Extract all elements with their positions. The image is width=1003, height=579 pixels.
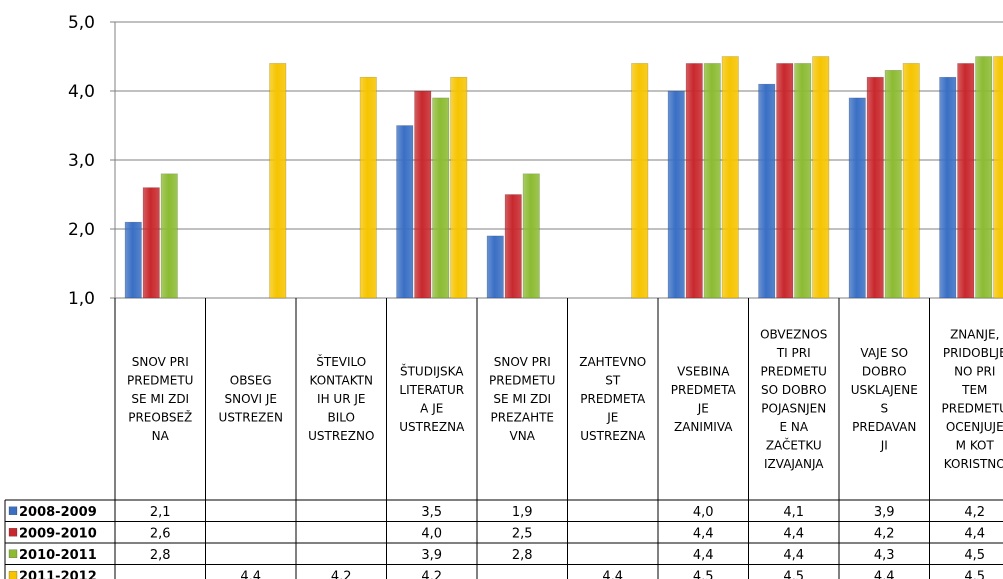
bar-2011-2012 <box>993 56 1003 299</box>
bar-2009-2010 <box>776 63 794 299</box>
y-tick-label: 2,0 <box>68 220 95 240</box>
data-label: 4,5 <box>964 569 985 579</box>
category-label: OBVEZNOS TI PRI PREDMETU SO DOBRO POJASNJEN E… <box>760 327 827 471</box>
bar-2009-2010 <box>685 63 703 299</box>
legend-key <box>8 571 18 579</box>
legend-label: 2008-2009 <box>19 505 97 520</box>
data-label: 4,4 <box>783 526 804 541</box>
category-label: ŠTUDIJSKA LITERATUR A JE USTREZNA <box>399 363 465 434</box>
category-label: VAJE SO DOBRO USKLAJENE S PREDAVAN JI <box>851 346 918 453</box>
bar-2011-2012 <box>902 63 920 299</box>
bar-2010-2011 <box>160 173 178 299</box>
data-label: 2,8 <box>512 548 533 563</box>
legend-key <box>8 528 18 537</box>
bar-2010-2011 <box>975 56 993 299</box>
data-label: 4,4 <box>240 569 261 579</box>
bar-2010-2011 <box>522 173 540 299</box>
category-label: VSEBINA PREDMETA JE ZANIMIVA <box>671 364 737 434</box>
category-label: ŠTEVILO KONTAKTN IH UR JE BILO USTREZNO <box>308 354 374 443</box>
data-label: 4,5 <box>693 569 714 579</box>
legend-label: 2009-2010 <box>19 526 97 541</box>
bar-2011-2012 <box>450 76 468 299</box>
data-label: 4,2 <box>964 505 985 520</box>
bar-2010-2011 <box>884 70 902 299</box>
bars <box>124 56 1003 299</box>
bar-2008-2009 <box>486 235 504 299</box>
data-label: 4,5 <box>783 569 804 579</box>
data-label: 4,4 <box>602 569 623 579</box>
bar-2010-2011 <box>794 63 812 299</box>
data-label: 4,2 <box>421 569 442 579</box>
bar-2011-2012 <box>359 76 377 299</box>
bar-2008-2009 <box>758 83 776 299</box>
data-label: 4,0 <box>421 526 442 541</box>
data-label: 4,4 <box>874 569 895 579</box>
bar-2008-2009 <box>124 221 142 299</box>
data-label: 2,5 <box>512 526 533 541</box>
data-table: SNOV PRI PREDMETU SE MI ZDI PREOBSEŽ NA OBSEG… <box>4 298 1003 579</box>
bar-2009-2010 <box>504 194 522 299</box>
bar-2010-2011 <box>703 63 721 299</box>
bar-2008-2009 <box>939 76 957 299</box>
legend-key <box>8 506 18 515</box>
bar-2008-2009 <box>667 90 685 299</box>
data-label: 3,9 <box>874 505 895 520</box>
bar-2011-2012 <box>812 56 830 299</box>
data-label: 4,5 <box>964 548 985 563</box>
y-tick-label: 3,0 <box>68 151 95 171</box>
bar-2011-2012 <box>631 63 649 299</box>
data-label: 4,3 <box>874 548 895 563</box>
data-label: 4,2 <box>874 526 895 541</box>
data-label: 4,1 <box>783 505 804 520</box>
bar-2009-2010 <box>142 187 160 299</box>
data-label: 3,9 <box>421 548 442 563</box>
category-label: SNOV PRI PREDMETU SE MI ZDI PREOBSEŽ NA <box>127 355 193 443</box>
category-label: ZNANJE, PRIDOBLJE NO PRI TEM PREDMETU OCENJUJ… <box>942 327 1003 471</box>
data-label: 4,4 <box>693 548 714 563</box>
bar-2009-2010 <box>957 63 975 299</box>
data-label: 3,5 <box>421 505 442 520</box>
category-label: SNOV PRI PREDMETU SE MI ZDI PREZAHTE VNA <box>489 355 555 443</box>
y-tick-label: 4,0 <box>68 82 95 102</box>
category-label: ZAHTEVNO ST PREDMETA JE USTREZNA <box>579 355 646 443</box>
data-label: 2,1 <box>150 505 171 520</box>
legend-label: 2010-2011 <box>19 548 97 563</box>
legend-label: 2011-2012 <box>19 569 97 579</box>
data-label: 4,2 <box>331 569 352 579</box>
data-label: 4,4 <box>964 526 985 541</box>
data-label: 1,9 <box>512 505 533 520</box>
bar-2009-2010 <box>414 90 432 299</box>
data-label: 4,0 <box>693 505 714 520</box>
bar-2008-2009 <box>396 125 414 299</box>
bar-2011-2012 <box>269 63 287 299</box>
bar-2011-2012 <box>721 56 739 299</box>
y-tick-label: 1,0 <box>68 289 95 309</box>
y-tick-label: 5,0 <box>68 13 95 33</box>
data-label: 2,8 <box>150 548 171 563</box>
bar-2010-2011 <box>432 97 450 299</box>
category-label: OBSEG SNOVI JE USTREZEN <box>219 374 283 425</box>
bar-2009-2010 <box>866 76 884 299</box>
data-label: 2,6 <box>150 526 171 541</box>
y-axis: 1,0 2,0 3,0 4,0 5,0 <box>68 13 116 309</box>
data-label: 4,4 <box>783 548 804 563</box>
data-label: 4,4 <box>693 526 714 541</box>
bar-2008-2009 <box>848 97 866 299</box>
legend-key <box>8 549 18 558</box>
